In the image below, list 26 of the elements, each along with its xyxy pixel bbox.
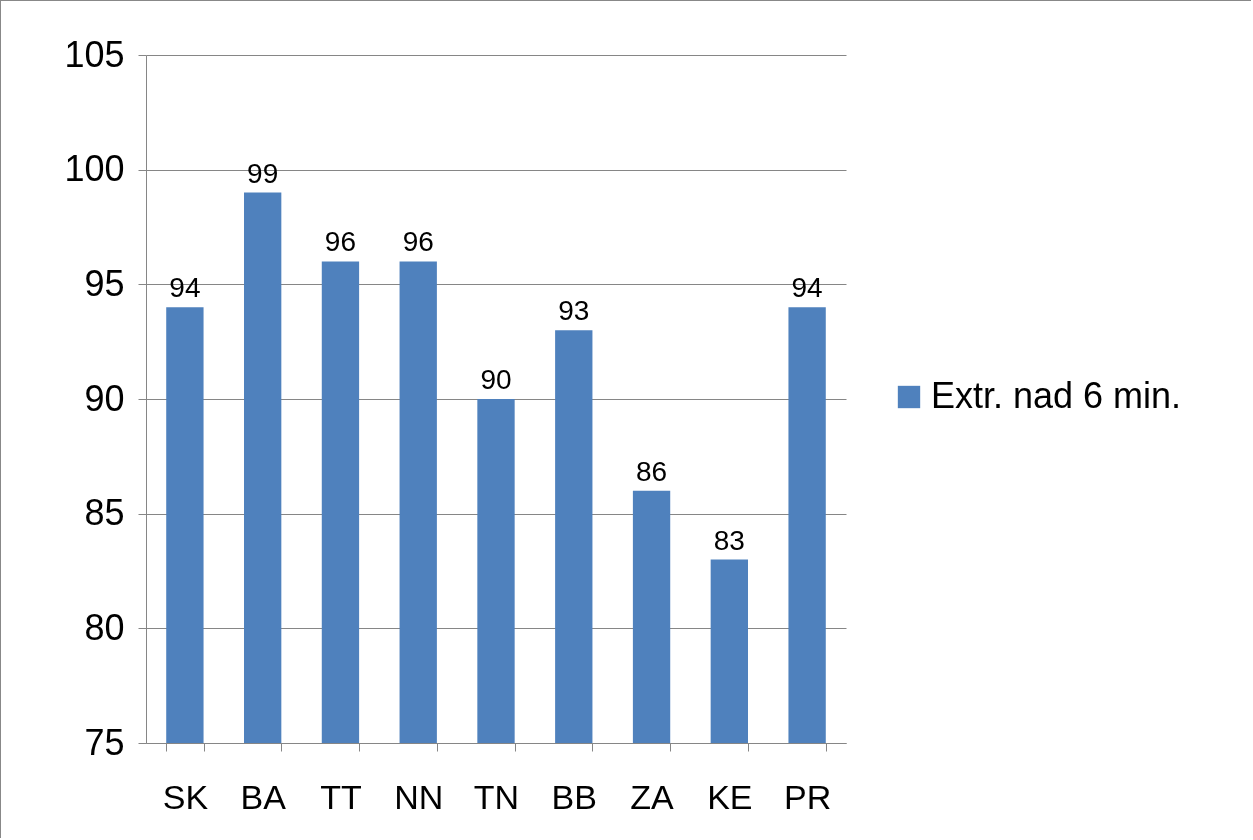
data-label: 99 [247,157,279,189]
data-label: 94 [791,272,823,304]
data-label: 93 [558,295,590,327]
data-label: 90 [480,364,512,395]
legend-label: Extr. nad 6 min. [931,375,1182,416]
y-tick-label: 105 [64,33,125,75]
x-tick-label: BA [240,777,287,816]
x-tick-label: KE [707,777,753,816]
y-tick-label: 100 [64,148,125,190]
data-label: 96 [402,226,434,258]
data-label: 83 [713,524,745,556]
x-tick-label: PR [783,777,832,816]
x-tick-label: SK [162,777,209,816]
y-tick-label: 90 [84,377,125,419]
data-label: 96 [324,226,357,258]
x-tick-label: TN [473,777,520,816]
x-tick-label: NN [394,777,444,816]
y-tick-label: 80 [84,606,125,648]
x-tick-label: TT [320,777,362,816]
x-tick-label: ZA [630,777,675,816]
y-tick-label: 85 [84,492,125,534]
x-tick-label: BB [551,777,597,816]
data-label: 94 [169,272,201,304]
data-label: 86 [635,455,668,487]
y-tick-label: 75 [84,721,125,763]
y-tick-label: 95 [84,262,125,304]
